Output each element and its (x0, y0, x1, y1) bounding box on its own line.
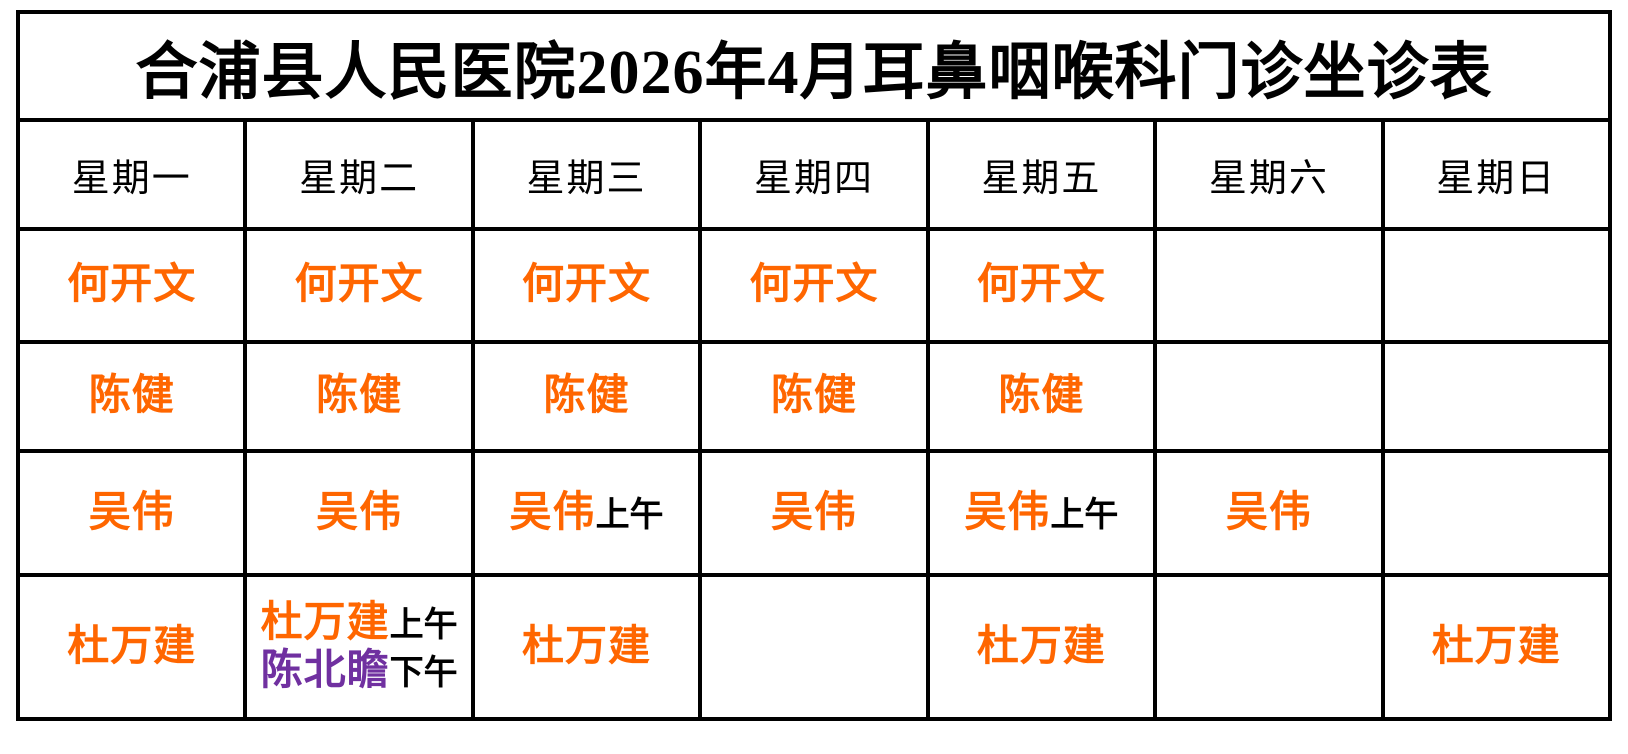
schedule-body: 何开文 何开文 何开文 何开文 何开文 陈健 陈健 陈健 陈健 陈健 吴伟 吴伟 吴伟上午 吴伟 吴伟上午吴… (15, 227, 1613, 721)
doctor-name: 吴伟 (1225, 489, 1312, 536)
doctor-name: 吴伟 (88, 489, 175, 536)
schedule-cell-r2-c7 (1380, 340, 1613, 453)
schedule-cell-r3-c3: 吴伟上午 (470, 449, 703, 577)
weekday-header-6: 星期六 (1153, 118, 1385, 231)
doctor-name: 吴伟 (770, 489, 857, 536)
schedule-cell-r2-c4: 陈健 (698, 340, 930, 453)
cell-line: 吴伟 (704, 489, 923, 537)
schedule-cell-r1-c1: 何开文 (15, 227, 248, 344)
cell-line: 吴伟 (22, 489, 241, 537)
doctor-name: 陈健 (88, 373, 175, 420)
doctor-name: 杜万建 (1431, 623, 1561, 670)
time-period-label: 上午 (1050, 496, 1119, 534)
weekday-header-7: 星期日 (1380, 118, 1613, 231)
schedule-cell-r3-c7 (1380, 449, 1613, 577)
schedule-cell-r3-c4: 吴伟 (698, 449, 930, 577)
schedule-cell-r4-c7: 杜万建 (1380, 573, 1613, 721)
cell-line: 杜万建 (1387, 623, 1606, 671)
doctor-name: 何开文 (67, 262, 197, 309)
schedule-cell-r1-c3: 何开文 (470, 227, 703, 344)
time-period-label: 上午 (389, 606, 458, 644)
weekday-header-1: 星期一 (15, 118, 248, 231)
schedule-table: 合浦县人民医院2026年4月耳鼻咽喉科门诊坐诊表 星期一 星期二 星期三 星期四 星期五… (15, 10, 1613, 721)
cell-line: 何开文 (704, 261, 923, 309)
schedule-cell-r4-c1: 杜万建 (15, 573, 248, 721)
cell-line: 陈健 (704, 372, 923, 420)
schedule-cell-r4-c2: 杜万建上午 陈北瞻下午 (243, 573, 475, 721)
schedule-cell-r3-c1: 吴伟 (15, 449, 248, 577)
schedule-cell-r1-c6 (1153, 227, 1385, 344)
doctor-name: 陈健 (316, 373, 403, 420)
doctor-name: 吴伟 (964, 489, 1051, 536)
time-period-label: 上午 (595, 496, 664, 534)
schedule-cell-r2-c5: 陈健 (925, 340, 1158, 453)
doctor-name: 陈健 (770, 373, 857, 420)
schedule-cell-r2-c2: 陈健 (243, 340, 475, 453)
cell-line: 吴伟上午 (477, 489, 696, 537)
time-period-label: 下午 (389, 655, 458, 692)
schedule-cell-r1-c2: 何开文 (243, 227, 475, 344)
cell-line: 何开文 (249, 261, 468, 309)
cell-line: 陈北瞻下午 (249, 647, 468, 695)
doctor-name: 何开文 (976, 262, 1106, 309)
schedule-cell-r2-c3: 陈健 (470, 340, 703, 453)
schedule-row-4: 杜万建 杜万建上午 陈北瞻下午 杜万建 杜万建 杜万建 (15, 573, 1613, 721)
schedule-cell-r1-c5: 何开文 (925, 227, 1158, 344)
doctor-name: 陈健 (543, 373, 630, 420)
schedule-cell-r4-c6 (1153, 573, 1385, 721)
doctor-name: 何开文 (522, 262, 652, 309)
cell-line: 吴伟上午 (932, 489, 1151, 537)
cell-line: 杜万建上午 (249, 599, 468, 647)
cell-line: 吴伟 (249, 489, 468, 537)
schedule-cell-r1-c7 (1380, 227, 1613, 344)
cell-line: 何开文 (932, 261, 1151, 309)
doctor-name: 何开文 (749, 262, 879, 309)
schedule-cell-r4-c3: 杜万建 (470, 573, 703, 721)
title-row: 合浦县人民医院2026年4月耳鼻咽喉科门诊坐诊表 (16, 10, 1612, 122)
schedule-row-1: 何开文 何开文 何开文 何开文 何开文 (15, 227, 1613, 344)
schedule-cell-r4-c5: 杜万建 (925, 573, 1158, 721)
cell-line: 杜万建 (477, 623, 696, 671)
cell-line: 吴伟 (1159, 489, 1378, 537)
cell-line: 陈健 (932, 372, 1151, 420)
schedule-cell-r2-c6 (1153, 340, 1385, 453)
schedule-row-3: 吴伟 吴伟 吴伟上午 吴伟 吴伟上午 吴伟 (15, 449, 1613, 577)
doctor-name: 陈北瞻 (260, 648, 390, 694)
weekday-header-2: 星期二 (243, 118, 475, 231)
weekday-header-3: 星期三 (470, 118, 703, 231)
weekday-header-4: 星期四 (698, 118, 930, 231)
cell-line: 何开文 (477, 261, 696, 309)
doctor-name: 杜万建 (522, 623, 652, 670)
cell-line: 杜万建 (22, 623, 241, 671)
doctor-name: 杜万建 (260, 599, 390, 646)
doctor-name: 杜万建 (67, 623, 197, 670)
schedule-cell-r4-c4 (698, 573, 930, 721)
schedule-cell-r3-c6: 吴伟 (1153, 449, 1385, 577)
weekday-header-5: 星期五 (925, 118, 1158, 231)
cell-line: 陈健 (249, 372, 468, 420)
schedule-row-2: 陈健 陈健 陈健 陈健 陈健 (15, 340, 1613, 453)
doctor-name: 吴伟 (316, 489, 403, 536)
page-title: 合浦县人民医院2026年4月耳鼻咽喉科门诊坐诊表 (16, 10, 1612, 122)
schedule-cell-r2-c1: 陈健 (15, 340, 248, 453)
weekday-header-row: 星期一 星期二 星期三 星期四 星期五 星期六 星期日 (15, 118, 1613, 231)
cell-line: 何开文 (22, 261, 241, 309)
cell-line: 陈健 (22, 372, 241, 420)
doctor-name: 吴伟 (509, 489, 596, 536)
schedule-cell-r1-c4: 何开文 (698, 227, 930, 344)
schedule-cell-r3-c5: 吴伟上午 (925, 449, 1158, 577)
doctor-name: 何开文 (294, 262, 424, 309)
cell-line: 杜万建 (932, 623, 1151, 671)
doctor-name: 杜万建 (976, 623, 1106, 670)
schedule-cell-r3-c2: 吴伟 (243, 449, 475, 577)
doctor-name: 陈健 (998, 373, 1085, 420)
cell-line: 陈健 (477, 372, 696, 420)
